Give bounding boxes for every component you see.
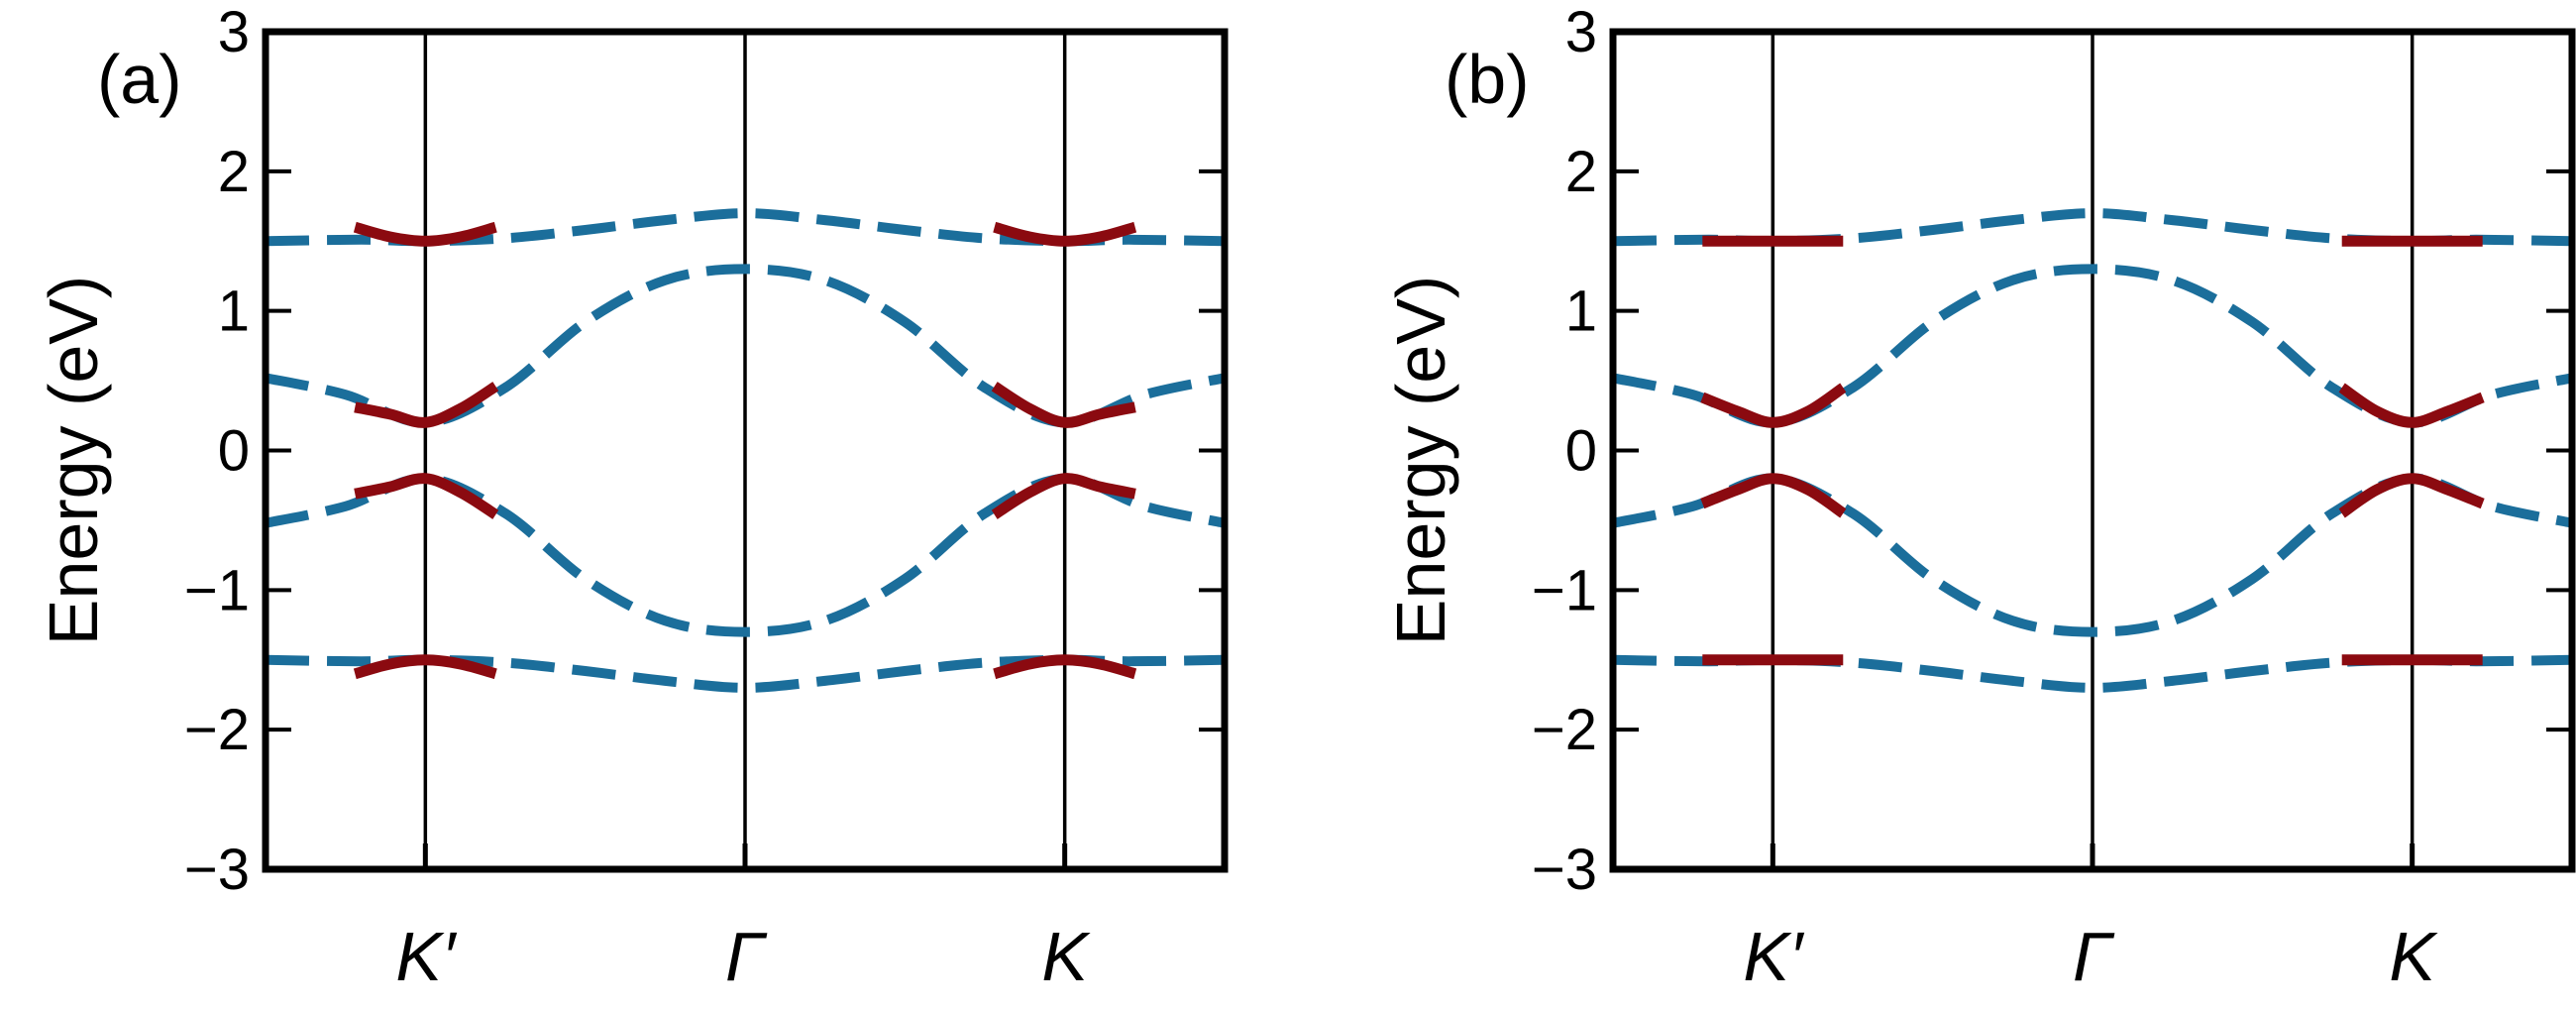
y-tick-label: 3 [218,0,250,64]
panel-a: 3 2 1 0 −1 −2 −3 K′ Γ K Energy (eV) (a) [35,0,1229,995]
y-tick-label: 2 [218,140,250,204]
approx-band-2-line [991,382,1136,428]
x-tick-label: K′ [395,918,458,995]
x-tick-label: Γ [725,918,768,995]
y-tick-label: 1 [1565,280,1597,344]
panel-b: 3 2 1 0 −1 −2 −3 K′ Γ K Energy (eV) (b) [1382,0,2576,995]
approx-band-2-line [2338,383,2485,428]
approx-band-2-line [354,382,499,428]
x-tick-label: K [1041,918,1091,995]
y-tick-label: 1 [218,280,250,344]
y-tick-label: −2 [184,698,250,762]
y-tick-label: −3 [1532,838,1597,902]
x-tick-label: Γ [2073,918,2115,995]
panel-label: (b) [1445,41,1530,118]
panel-label: (a) [97,41,182,118]
y-tick-label: −2 [1532,698,1597,762]
y-tick-label: −1 [1532,558,1597,622]
approx-band-3-line [354,473,499,519]
approx-band-1-line [993,221,1137,247]
y-tick-label: −1 [184,558,250,622]
approx-band-3-line [2338,473,2485,518]
approx-band-3-line [991,473,1136,519]
y-tick-label: 0 [1565,419,1597,484]
y-tick-label: 3 [1565,0,1597,64]
approx-band-2-line [1700,383,1847,428]
y-tick-label: −3 [184,838,250,902]
x-tick-label: K [2389,918,2438,995]
y-axis-title: Energy (eV) [35,276,112,645]
y-axis-title: Energy (eV) [1382,276,1459,645]
y-tick-label: 2 [1565,140,1597,204]
approx-band-4-line [993,654,1137,680]
approx-band-1-line [353,221,497,247]
x-tick-label: K′ [1743,918,1805,995]
y-tick-label: 0 [218,419,250,484]
approx-band-3-line [1700,473,1847,518]
approx-band-4-line [353,654,497,680]
